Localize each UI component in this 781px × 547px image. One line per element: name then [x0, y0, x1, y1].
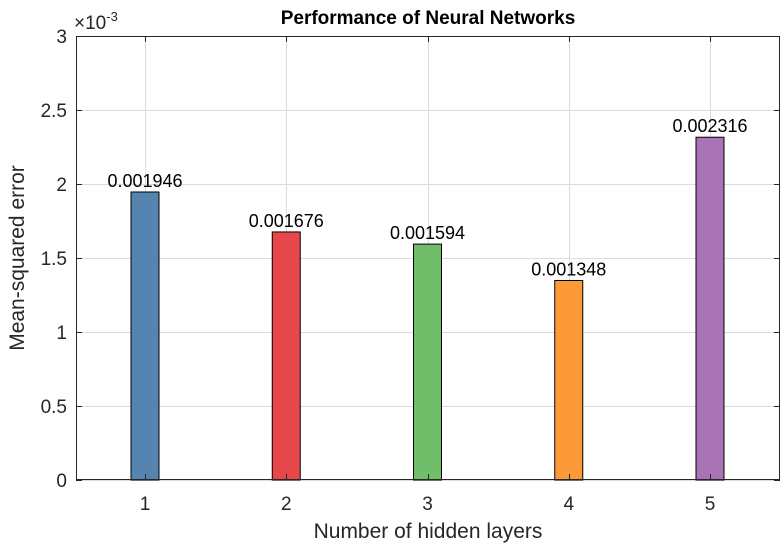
bar-value-label-5: 0.002316	[672, 116, 747, 136]
y-axis-exponent-base: ×10	[74, 13, 106, 34]
bar-value-label-1: 0.001946	[107, 171, 182, 191]
chart-title: Performance of Neural Networks	[281, 8, 576, 29]
bar-3	[413, 243, 442, 481]
bar-2	[271, 231, 301, 481]
y-tick-label-5: 2.5	[41, 101, 67, 122]
y-tick-label-4: 2	[56, 175, 67, 196]
tick-labels: 0 0.5 1 1.5 2 2.5 3 1 2 3 4 5	[41, 27, 716, 515]
bar-value-label-2: 0.001676	[249, 211, 324, 231]
x-tick-label-5: 5	[705, 494, 716, 515]
x-tick-label-4: 4	[563, 494, 574, 515]
bar-value-label-3: 0.001594	[390, 223, 465, 243]
x-tick-label-2: 2	[281, 494, 292, 515]
bar-1	[130, 191, 160, 481]
y-axis-label: Mean-squared error	[6, 165, 29, 351]
y-tick-label-3: 1.5	[41, 249, 67, 270]
y-tick-label-1: 0.5	[41, 397, 67, 418]
y-axis-exponent-power: -3	[106, 9, 118, 24]
data-labels: 0.001946 0.001676 0.001594 0.001348 0.002316	[107, 116, 747, 279]
bar-4	[554, 279, 584, 481]
y-tick-label-0: 0	[56, 471, 67, 492]
bar-5	[695, 136, 725, 481]
bars	[130, 136, 725, 481]
y-tick-label-2: 1	[56, 323, 67, 344]
axes	[76, 36, 780, 481]
y-tick-label-6: 3	[56, 27, 67, 48]
y-axis-exponent: ×10-3	[74, 9, 118, 34]
x-tick-label-3: 3	[422, 494, 433, 515]
x-tick-label-1: 1	[140, 494, 151, 515]
bar-value-label-4: 0.001348	[531, 259, 606, 279]
x-axis-label: Number of hidden layers	[314, 520, 543, 543]
